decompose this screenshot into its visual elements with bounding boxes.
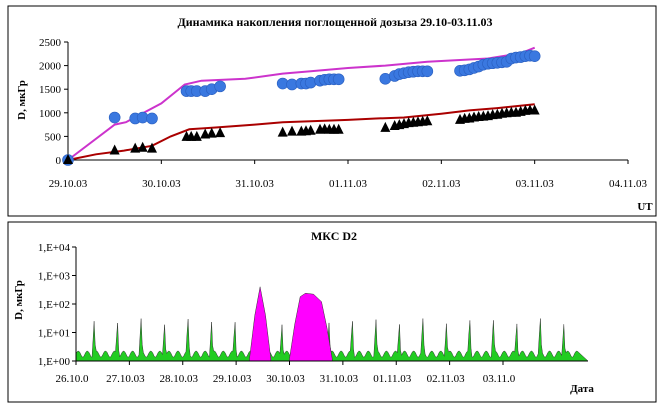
top-panel-frame (7, 5, 657, 217)
top-triangle-marker (287, 125, 297, 136)
bottom-y-label: D, мкГр (13, 280, 25, 320)
top-triangle-marker (191, 130, 202, 141)
top-triangle-marker (130, 142, 141, 153)
top-chart-title: Динамика накопления поглощенной дозыза 2… (178, 15, 493, 29)
top-triangle-marker (215, 127, 226, 138)
bottom-x-tick-label: 27.10.03 (106, 373, 145, 385)
top-circle-marker (146, 112, 158, 125)
top-circle-marker (332, 73, 345, 86)
top-plot: 0 500 1000 1500 2000 2500 29.10.03 30.10.03 31.1… (39, 37, 648, 190)
bottom-x-tick-label: 02.11.03 (427, 373, 466, 385)
top-y-tick-label: 2000 (39, 61, 62, 73)
bottom-x-tick-label: 01.11.03 (373, 373, 412, 385)
top-triangle-marker (380, 121, 391, 132)
top-y-tick-label: 0 (56, 155, 62, 167)
top-x-label: UT (637, 201, 653, 213)
bottom-chart-title: МКС D2 (311, 229, 357, 243)
top-circle-marker (108, 111, 121, 124)
top-triangle-marker (305, 124, 316, 135)
bottom-x-tick-label: 03.11.0 (483, 373, 516, 385)
bottom-y-tick-label: 1,E+03 (38, 271, 71, 283)
bottom-y-tick-label: 1,E+02 (38, 299, 70, 311)
top-circle-marker (214, 80, 226, 93)
bottom-x-tick-label: 29.10.03 (213, 373, 252, 385)
bottom-panel-frame (7, 221, 657, 403)
bottom-magenta-peak-1 (289, 292, 333, 362)
top-y-label: D, мкГр (16, 80, 28, 120)
top-x-tick-label: 03.11.03 (516, 178, 555, 190)
top-triangle-marker (109, 144, 120, 155)
bottom-y-tick-label: 1,E+00 (38, 356, 71, 368)
top-x-tick-label: 02.11.03 (422, 178, 461, 190)
top-x-tick-label: 04.11.03 (609, 178, 648, 190)
bottom-x-tick-label: 26.10.0 (56, 373, 90, 385)
top-x-tick-label: 30.10.03 (142, 178, 181, 190)
bottom-x-tick-label: 28.10.03 (160, 373, 199, 385)
bottom-plot: 1,E+00 1,E+01 1,E+02 1,E+03 1,E+04 26.10.0 27.… (38, 242, 589, 385)
bottom-x-label: Дата (570, 383, 594, 395)
top-triangle-marker (277, 126, 288, 137)
top-y-tick-label: 1500 (39, 84, 62, 96)
top-circle-marker (421, 65, 434, 78)
bottom-x-tick-label: 30.10.03 (266, 373, 305, 385)
bottom-y-tick-label: 1,E+01 (38, 328, 70, 340)
bottom-y-tick-label: 1,E+04 (38, 242, 71, 254)
top-y-tick-label: 2500 (39, 37, 62, 49)
top-triangle-marker (206, 127, 217, 138)
top-x-tick-label: 01.11.03 (329, 178, 368, 190)
bottom-x-tick-label: 31.10.03 (320, 373, 359, 385)
top-triangle-marker (147, 142, 157, 153)
top-triangle-marker (137, 141, 148, 152)
top-triangle-marker (422, 115, 433, 126)
top-y-tick-label: 1000 (39, 108, 62, 120)
top-x-tick-label: 31.10.03 (235, 178, 274, 190)
top-y-tick-label: 500 (45, 131, 62, 143)
top-circle-marker (528, 50, 541, 62)
top-x-tick-label: 29.10.03 (49, 178, 88, 190)
top-triangle-marker (63, 154, 73, 164)
top-triangle-marker (333, 123, 344, 134)
top-triangle-marker (529, 104, 540, 115)
